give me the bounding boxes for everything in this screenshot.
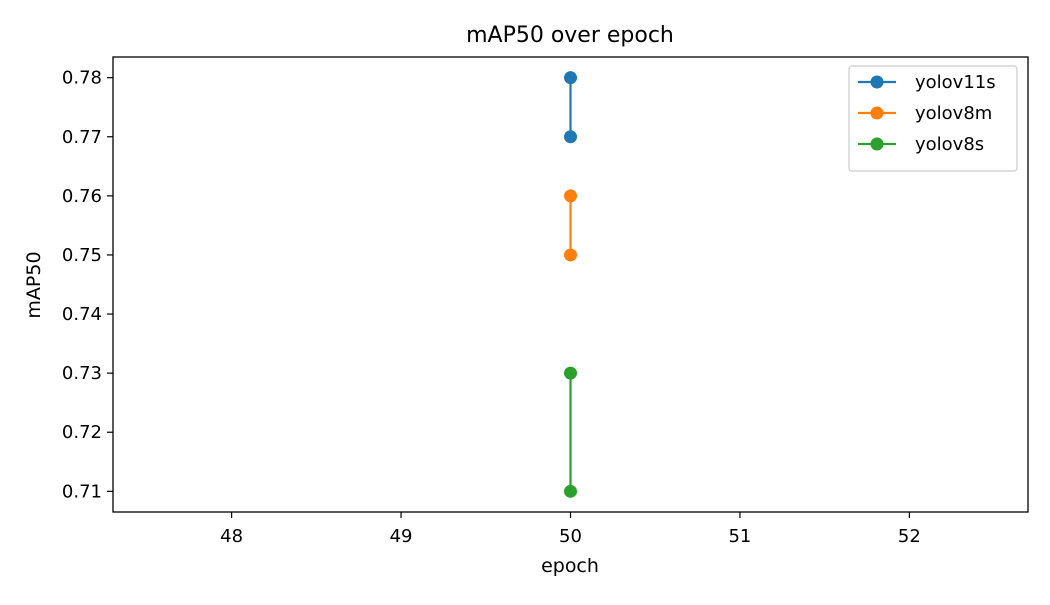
chart-title: mAP50 over epoch — [466, 23, 674, 48]
data-point-yolov11s-1 — [564, 130, 577, 144]
series-yolov8m — [564, 189, 577, 262]
axes: 48 49 50 51 52 0.71 0.72 0.73 0.74 0.75 0.76 0.77 0.… — [62, 56, 1029, 547]
legend-item-yolov8s: yolov8s — [858, 134, 984, 155]
x-axis-label: epoch — [541, 555, 599, 577]
legend-marker-yolov8s — [870, 137, 884, 151]
legend: yolov11s yolov8m yolov8s — [848, 65, 1018, 172]
legend-label: yolov11s — [915, 72, 996, 93]
y-tick-label: 0.75 — [62, 245, 102, 266]
legend-marker-yolov8m — [870, 106, 884, 120]
legend-label: yolov8s — [915, 134, 984, 155]
y-tick-label: 0.78 — [62, 68, 102, 89]
x-tick-label: 49 — [390, 526, 413, 547]
data-point-yolov8m-0 — [564, 189, 577, 203]
series-yolov11s — [564, 71, 577, 144]
x-tick-label: 48 — [220, 526, 243, 547]
legend-marker-yolov11s — [870, 75, 884, 89]
legend-item-yolov11s: yolov11s — [858, 72, 996, 93]
y-axis-label: mAP50 — [23, 251, 45, 318]
y-tick-label: 0.73 — [62, 363, 102, 384]
y-tick-label: 0.72 — [62, 422, 102, 443]
data-point-yolov11s-0 — [564, 71, 577, 85]
plot-area — [564, 71, 577, 498]
x-tick-label: 52 — [898, 526, 921, 547]
x-tick-label: 50 — [559, 526, 582, 547]
y-tick-label: 0.74 — [62, 304, 102, 325]
legend-item-yolov8m: yolov8m — [858, 103, 992, 124]
y-tick-label: 0.71 — [62, 481, 102, 502]
series-yolov8s — [564, 366, 577, 498]
data-point-yolov8s-1 — [564, 484, 577, 498]
y-tick-label: 0.77 — [62, 127, 102, 148]
x-tick-label: 51 — [728, 526, 751, 547]
data-point-yolov8m-1 — [564, 248, 577, 262]
data-point-yolov8s-0 — [564, 366, 577, 380]
legend-label: yolov8m — [915, 103, 992, 124]
y-tick-label: 0.76 — [62, 186, 102, 207]
